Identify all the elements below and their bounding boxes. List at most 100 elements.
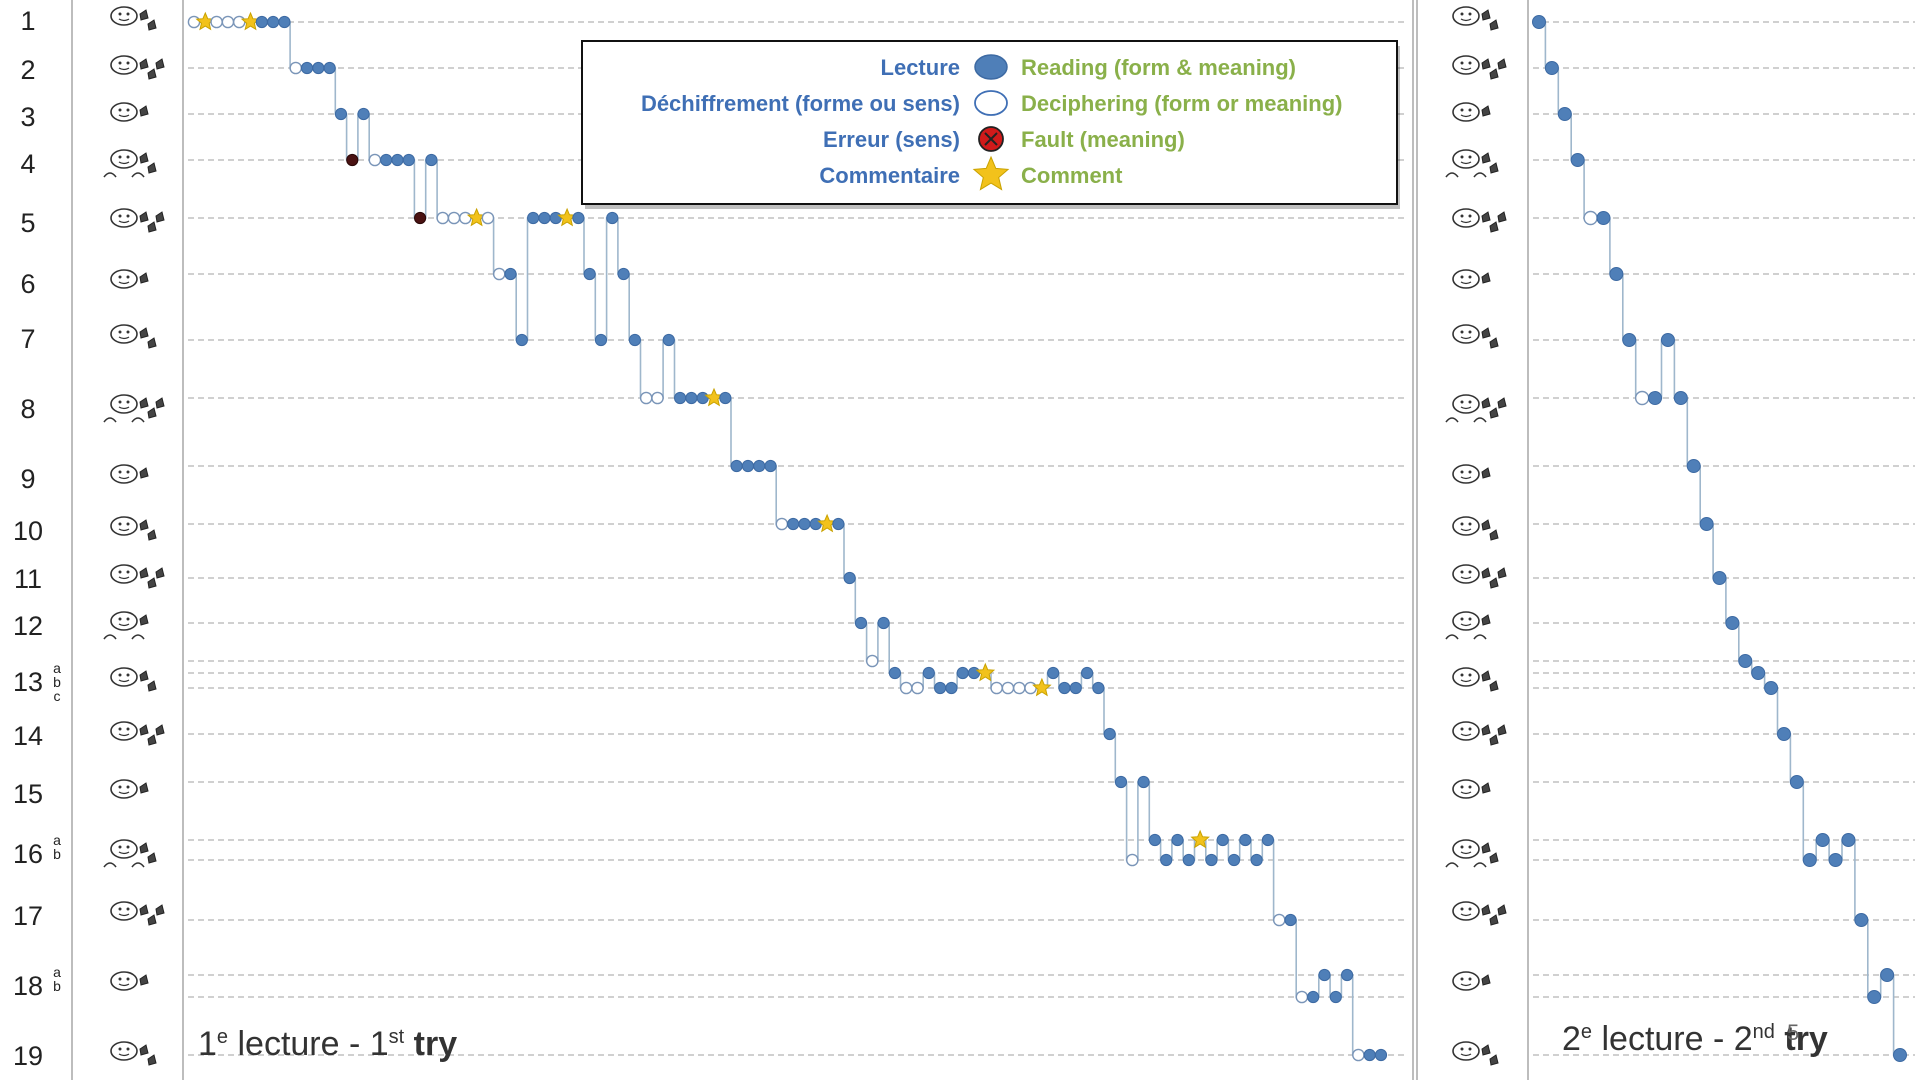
reading1-point-17: [368, 153, 382, 167]
reading1-point-4: [221, 15, 235, 29]
reading2-point-11: [1660, 333, 1675, 347]
reading2-point-1: [1532, 15, 1546, 29]
reading1-point-58: [832, 517, 845, 531]
legend-items: Lecture Reading (form & meaning) Déchiffre…: [641, 54, 1342, 191]
pictogram-icon-5: [110, 208, 165, 233]
pictogram-icon-2: [110, 55, 165, 80]
reading1-point-11: [300, 61, 314, 75]
reading1-point-64: [899, 681, 913, 695]
pictogram-icon-19-b: [1452, 1041, 1499, 1066]
reading2-point-19: [1764, 681, 1779, 695]
reading2-point-21: [1789, 775, 1804, 789]
reading1-point-83: [1114, 775, 1128, 789]
reading1-point-51: [753, 459, 766, 473]
pictogram-icon-4: [103, 149, 157, 178]
reading1-point-82: [1103, 727, 1116, 741]
reading1-point-22: [425, 153, 438, 167]
pictogram-icon-3-b: [1452, 102, 1491, 122]
reading2-point-22: [1802, 853, 1817, 867]
reading2-point-27: [1867, 990, 1882, 1004]
reading1-point-1: [187, 15, 201, 29]
reading1-point-75: [1024, 681, 1037, 695]
reading1-point-60: [854, 616, 868, 630]
page-number: 5: [1787, 1020, 1799, 1045]
reading1-point-24: [447, 211, 461, 225]
row-label-9: 9: [20, 464, 35, 494]
row-label-16: 16: [13, 839, 43, 869]
pictogram-icon-2-b: [1452, 55, 1507, 80]
pictogram-icon-9-b: [1452, 464, 1491, 484]
row-sublabel-18a: a: [53, 964, 61, 980]
reading2-point-18: [1751, 666, 1766, 680]
reading1-point-12: [312, 61, 325, 75]
pictogram-icon-17: [110, 901, 165, 926]
reading2-point-7: [1609, 267, 1624, 281]
reading1-point-102: [1329, 990, 1342, 1004]
reading1-point-74: [1012, 681, 1026, 695]
reading2-point-28: [1880, 968, 1895, 982]
row-label-3: 3: [20, 102, 35, 132]
reading1-point-76: [1032, 677, 1052, 697]
reading1-point-70: [967, 666, 981, 680]
reading1-point-52: [764, 459, 777, 473]
reading1-point-80: [1080, 666, 1094, 680]
reading2-point-12: [1673, 391, 1688, 405]
reading2-point-14: [1699, 517, 1714, 531]
reading2-point-29: [1893, 1048, 1907, 1062]
reading1-point-78: [1058, 681, 1071, 695]
row-label-13: 13: [13, 667, 43, 697]
pictogram-icon-15: [110, 779, 149, 799]
reading1-point-54: [787, 517, 800, 531]
reading1-point-27: [481, 211, 495, 225]
row-label-14: 14: [13, 721, 43, 751]
reading1-point-87: [1160, 853, 1173, 867]
pictogram-icon-1: [110, 6, 157, 31]
row-label-10: 10: [13, 516, 43, 546]
reading2-point-5: [1583, 210, 1598, 226]
reading1-point-69: [956, 666, 969, 680]
reading1-point-86: [1148, 833, 1162, 847]
reading2-point-6: [1596, 211, 1611, 225]
reading1-point-98: [1284, 913, 1297, 927]
reading1-point-29: [504, 267, 517, 281]
legend-marker-fault-cross: [984, 132, 998, 146]
reading1-point-21: [413, 211, 427, 225]
pictogram-icon-10: [110, 516, 157, 541]
reading2-point-9: [1634, 390, 1650, 406]
reading1-point-62: [877, 616, 890, 630]
reading1-point-18: [380, 153, 393, 167]
reading1-point-99: [1295, 990, 1309, 1004]
reading1-point-79: [1069, 681, 1082, 695]
reading2-point-25: [1841, 833, 1856, 847]
row-sublabel-13c: c: [54, 688, 61, 704]
reading2-point-17: [1738, 654, 1753, 668]
reading2-point-3: [1557, 107, 1572, 121]
pictogram-icon-5-b: [1452, 208, 1507, 233]
reading2-point-13: [1686, 459, 1701, 473]
row-sublabel-13b: b: [53, 674, 61, 690]
pictogram-icon-15-b: [1452, 779, 1491, 799]
reading1-point-15: [346, 153, 359, 167]
reading1-point-85: [1137, 775, 1150, 789]
pictogram-icon-4-b: [1445, 149, 1499, 178]
legend-label-fr-4: Commentaire: [819, 163, 960, 188]
pictogram-icon-14-b: [1452, 721, 1507, 746]
reading1-point-25: [459, 211, 472, 225]
reading1-point-36: [583, 267, 596, 281]
pictogram-icon-17-b: [1452, 901, 1507, 926]
row-sublabel-18b: b: [53, 978, 61, 994]
reading1-point-42: [651, 391, 664, 405]
reading1-point-56: [809, 517, 822, 531]
reading1-point-38: [606, 211, 619, 225]
reading1-point-7: [255, 15, 268, 29]
panel2-title: 2e lecture - 2nd try: [1562, 1020, 1828, 1058]
row-label-7: 7: [20, 324, 35, 354]
row-label-8: 8: [20, 394, 35, 424]
reading2-point-4: [1570, 153, 1585, 167]
reading2-point-10: [1648, 391, 1663, 405]
reading2-point-23: [1815, 833, 1830, 847]
row-label-15: 15: [13, 779, 43, 809]
pictogram-icon-16-b: [1445, 839, 1499, 868]
pictogram-icon-6-b: [1452, 269, 1491, 289]
